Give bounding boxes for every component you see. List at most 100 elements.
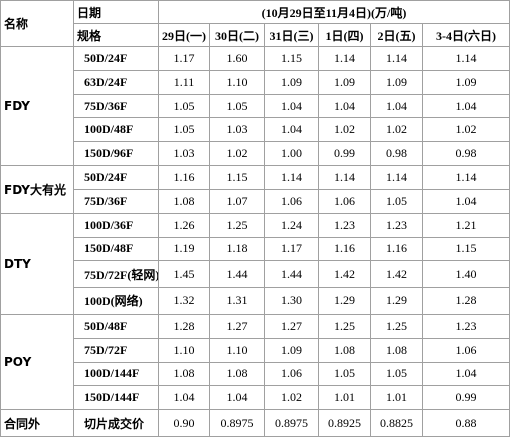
price: 1.02	[264, 385, 319, 411]
price: 1.09	[422, 69, 510, 95]
price: 1.25	[209, 212, 265, 238]
price: 1.24	[264, 212, 319, 238]
price: 1.08	[158, 188, 210, 214]
price: 1.07	[209, 188, 265, 214]
price: 1.01	[370, 385, 423, 411]
price: 1.16	[158, 165, 210, 190]
price: 0.98	[370, 141, 423, 167]
price: 1.44	[209, 260, 265, 289]
price: 1.21	[422, 212, 510, 238]
price: 0.99	[318, 141, 371, 167]
date-range: (10月29日至11月4日)(万/吨)	[158, 0, 510, 24]
price: 1.04	[264, 117, 319, 143]
price: 1.32	[158, 287, 210, 315]
table-row: FDY 50D/24F 1.17 1.60 1.15 1.14 1.14 1.14	[0, 45, 510, 167]
price: 1.25	[370, 313, 423, 339]
price: 1.02	[422, 117, 510, 143]
table-row: 63D/24F 1.11 1.10 1.09 1.09 1.09 1.09	[1, 69, 510, 95]
price: 1.06	[264, 188, 319, 214]
price: 0.8975	[264, 409, 319, 437]
table-row: 75D/36F 1.05 1.05 1.04 1.04 1.04 1.04	[1, 93, 510, 119]
price: 1.17	[264, 236, 319, 262]
price: 1.06	[264, 361, 319, 387]
spec: 75D/72F	[73, 337, 159, 363]
spec: 50D/48F	[73, 313, 159, 339]
day-header: 30日(二)	[209, 23, 265, 47]
price: 1.60	[209, 46, 265, 71]
spec: 100D/48F	[73, 117, 159, 143]
spec: 63D/24F	[73, 69, 159, 95]
price: 0.8925	[318, 409, 371, 437]
table-row: 100D/144F 1.08 1.08 1.06 1.05 1.05 1.04	[1, 361, 510, 387]
price: 1.28	[422, 287, 510, 315]
price: 1.19	[158, 236, 210, 262]
price: 1.14	[422, 46, 510, 71]
group-name: DTY	[0, 212, 74, 315]
group-name: 合同外	[0, 409, 74, 437]
price: 1.04	[370, 93, 423, 119]
price: 1.02	[209, 141, 265, 167]
price: 0.98	[422, 141, 510, 167]
price: 1.42	[370, 260, 423, 289]
price: 1.05	[370, 361, 423, 387]
table-row: 100D(网络) 1.32 1.31 1.30 1.29 1.29 1.28	[1, 287, 510, 315]
column-header: 名称	[0, 0, 74, 47]
price: 1.04	[422, 93, 510, 119]
price: 1.04	[422, 361, 510, 387]
table-row: 规格 29日(一) 30日(二) 31日(三) 1日(四) 2日(五) 3-4日(六日)	[1, 23, 510, 47]
spec: 150D/144F	[73, 385, 159, 411]
price: 1.25	[318, 313, 371, 339]
day-header: 2日(五)	[370, 23, 423, 47]
price: 1.44	[264, 260, 319, 289]
price: 1.02	[370, 117, 423, 143]
price: 1.08	[370, 337, 423, 363]
spec: 75D/36F	[73, 188, 159, 214]
price: 1.03	[209, 117, 265, 143]
price: 1.10	[209, 337, 265, 363]
price: 1.10	[158, 337, 210, 363]
price: 1.14	[370, 46, 423, 71]
table-row: 150D/96F 1.03 1.02 1.00 0.99 0.98 0.98	[1, 141, 510, 167]
price: 1.03	[158, 141, 210, 167]
price: 1.31	[209, 287, 265, 315]
price: 1.16	[318, 236, 371, 262]
group-name: POY	[0, 313, 74, 411]
price: 1.09	[264, 69, 319, 95]
table-row: 名称 日期 (10月29日至11月4日)(万/吨)	[0, 0, 510, 47]
table-row: 150D/48F 1.19 1.18 1.17 1.16 1.16 1.15	[1, 236, 510, 262]
price: 0.90	[158, 409, 210, 437]
spec: 75D/36F	[73, 93, 159, 119]
table-row: 75D/72F(轻网) 1.45 1.44 1.44 1.42 1.42 1.40	[1, 260, 510, 289]
price: 1.15	[264, 46, 319, 71]
spec: 100D(网络)	[73, 287, 159, 315]
table-row: 100D/48F 1.05 1.03 1.04 1.02 1.02 1.02	[1, 117, 510, 143]
price: 0.8975	[209, 409, 265, 437]
price: 1.14	[264, 165, 319, 190]
price: 1.08	[318, 337, 371, 363]
price: 1.05	[318, 361, 371, 387]
table-row: 合同外 切片成交价 0.90 0.8975 0.8975 0.8925 0.8825 0.88	[0, 409, 510, 437]
price: 1.01	[318, 385, 371, 411]
price: 1.06	[318, 188, 371, 214]
price: 1.05	[158, 117, 210, 143]
price: 1.16	[370, 236, 423, 262]
spec: 100D/144F	[73, 361, 159, 387]
price: 1.18	[209, 236, 265, 262]
price: 1.05	[209, 93, 265, 119]
price: 1.05	[158, 93, 210, 119]
price: 1.00	[264, 141, 319, 167]
price: 1.42	[318, 260, 371, 289]
price: 1.27	[209, 313, 265, 339]
price: 1.14	[318, 165, 371, 190]
spec: 50D/24F	[73, 165, 159, 190]
price: 1.02	[318, 117, 371, 143]
spec: 50D/24F	[73, 46, 159, 71]
price: 1.09	[264, 337, 319, 363]
price: 1.04	[318, 93, 371, 119]
table-row: 150D/144F 1.04 1.04 1.02 1.01 1.01 0.99	[1, 385, 510, 411]
price: 1.14	[370, 165, 423, 190]
spec: 150D/96F	[73, 141, 159, 167]
price: 1.26	[158, 212, 210, 238]
price: 1.09	[370, 69, 423, 95]
